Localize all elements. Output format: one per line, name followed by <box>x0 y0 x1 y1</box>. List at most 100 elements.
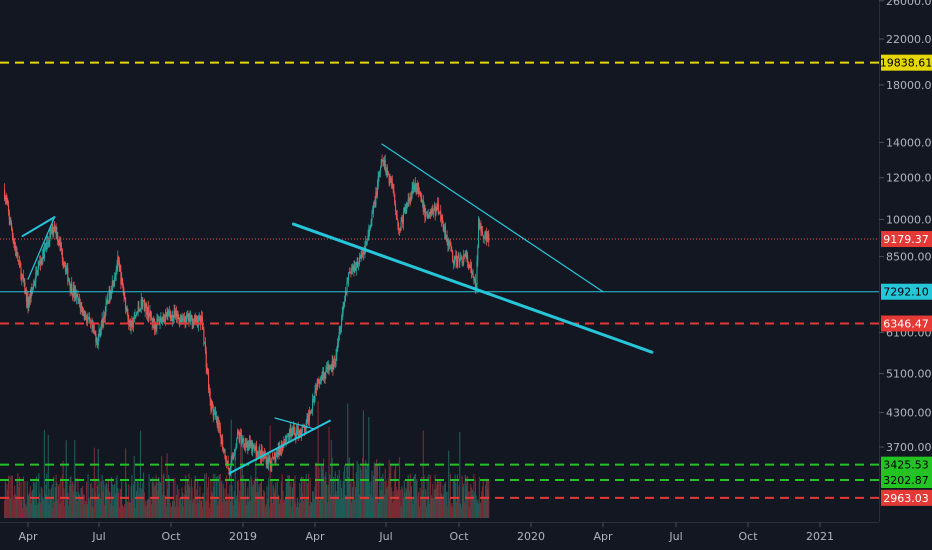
candle <box>477 244 479 267</box>
volume-bar <box>436 484 438 518</box>
volume-bar <box>182 492 184 518</box>
volume-bar <box>266 486 268 518</box>
price-tick-label: 4300.00 <box>886 407 932 420</box>
volume-bar <box>171 506 173 518</box>
volume-bar <box>445 491 447 518</box>
candle <box>219 422 221 438</box>
volume-bar <box>267 499 269 518</box>
candle <box>433 201 435 211</box>
volume-bar <box>179 498 181 518</box>
candle <box>227 455 229 470</box>
candle <box>438 211 440 215</box>
candle <box>131 315 133 327</box>
trendlines[interactable] <box>21 143 654 475</box>
candle <box>252 443 254 450</box>
candle <box>314 385 316 403</box>
volume-bar <box>404 492 406 518</box>
volume-bar <box>280 499 282 518</box>
candle <box>333 355 336 368</box>
candle <box>284 435 286 444</box>
volume-bar <box>442 485 444 518</box>
volume-bar <box>87 474 89 518</box>
volume-bar <box>395 486 397 518</box>
volume-bar <box>116 475 118 518</box>
candle <box>141 296 143 310</box>
volume-bar <box>170 506 172 518</box>
time-tick-label: Oct <box>738 530 758 543</box>
candle <box>440 204 442 223</box>
candle <box>322 366 324 381</box>
candle <box>36 266 38 278</box>
volume-bar <box>487 489 489 518</box>
candle <box>276 447 278 459</box>
candle <box>148 312 150 322</box>
volume-bar <box>132 498 134 518</box>
candle <box>222 446 224 454</box>
volume-bar <box>221 480 223 518</box>
candle <box>168 305 170 318</box>
volume-bar <box>381 490 383 518</box>
candle <box>383 157 385 167</box>
volume-bar <box>315 462 317 518</box>
volume-bar <box>44 493 46 518</box>
trendline[interactable] <box>291 222 654 354</box>
candle <box>396 209 398 221</box>
volume-bar <box>429 504 431 518</box>
volume-bar <box>200 500 203 518</box>
volume-bar <box>418 506 420 518</box>
candle <box>83 309 85 321</box>
candle <box>455 249 457 260</box>
candle <box>47 236 49 248</box>
price-tag: 3425.53 <box>881 456 932 473</box>
candle <box>190 314 192 321</box>
candle <box>6 194 8 204</box>
volume-bar <box>272 485 274 518</box>
volume-bar <box>365 460 367 518</box>
volume-bar <box>440 493 443 518</box>
volume-bar <box>163 473 165 518</box>
candle <box>71 292 74 301</box>
candle <box>466 249 468 260</box>
candle <box>160 312 162 322</box>
trendline[interactable] <box>381 143 604 293</box>
volume-bar <box>40 486 42 518</box>
candle <box>206 363 208 374</box>
candle <box>169 309 171 322</box>
volume-bar <box>76 501 78 518</box>
volume-bar <box>214 473 216 518</box>
trendline[interactable] <box>228 419 331 475</box>
candle <box>205 346 207 375</box>
volume-bar <box>108 491 110 518</box>
volume-bar <box>97 448 99 518</box>
candle <box>233 452 235 461</box>
candle <box>336 346 338 362</box>
candle <box>296 423 298 439</box>
volume-bar <box>133 456 135 518</box>
candle <box>257 451 259 458</box>
candle <box>316 378 318 391</box>
trendline[interactable] <box>274 417 316 430</box>
volume-bar <box>313 499 315 518</box>
time-axis[interactable]: Apr Jul Oct 2019 Apr Jul Oct 2020 Apr Jul Oct 2021 <box>18 522 834 543</box>
candle <box>337 338 339 353</box>
volume-bar <box>121 481 123 518</box>
candle <box>5 192 7 206</box>
volume-bar <box>7 490 9 518</box>
trendline[interactable] <box>21 216 56 238</box>
candle <box>467 251 469 268</box>
candle <box>332 355 334 376</box>
candle <box>88 316 90 320</box>
trendline[interactable] <box>27 216 56 280</box>
volume-bar <box>199 486 201 518</box>
volume-bar <box>101 474 103 518</box>
volume-bar <box>68 505 70 518</box>
volume-bar <box>300 502 302 518</box>
candle <box>44 242 46 250</box>
candle <box>173 304 175 324</box>
volume-bar <box>218 475 221 518</box>
volume-bar <box>252 484 254 518</box>
price-levels[interactable] <box>0 61 879 499</box>
candle <box>481 226 484 236</box>
candle <box>143 298 145 312</box>
